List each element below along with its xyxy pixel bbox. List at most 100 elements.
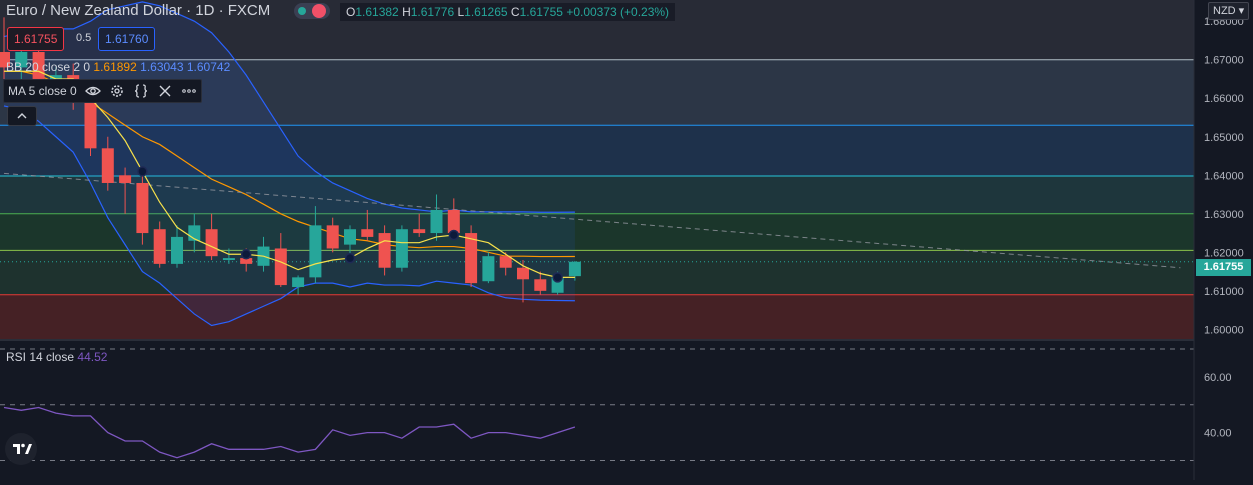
signal-marker bbox=[240, 249, 252, 260]
bb-lower-value: 1.60742 bbox=[186, 60, 231, 74]
trendline-line bbox=[3, 172, 1181, 269]
bb-upper-value: 1.63043 bbox=[140, 60, 184, 74]
bb-basis-value: 1.61892 bbox=[93, 60, 137, 74]
candle-body bbox=[274, 248, 287, 286]
trendline bbox=[0, 172, 1194, 269]
candle-body bbox=[430, 209, 443, 234]
fib-zone bbox=[0, 176, 1194, 214]
collapse-legend-button[interactable] bbox=[7, 106, 37, 126]
candle-body bbox=[568, 261, 581, 277]
currency-selector[interactable]: NZD ▾ bbox=[1208, 2, 1250, 20]
high-value: 1.61776 bbox=[410, 5, 455, 19]
candle-body bbox=[49, 75, 62, 79]
rsi-tick-label: 60.00 bbox=[1204, 372, 1232, 384]
tradingview-logo-icon bbox=[13, 443, 32, 454]
open-label: O bbox=[346, 5, 356, 19]
price-tick-label: 1.66000 bbox=[1204, 93, 1244, 105]
fibonacci-retracement bbox=[0, 0, 1194, 339]
currency-label: NZD bbox=[1213, 5, 1236, 17]
candle-body bbox=[413, 229, 426, 234]
sell-button[interactable]: 1.61755 bbox=[7, 27, 65, 51]
eye-icon[interactable] bbox=[84, 83, 101, 99]
candle-body bbox=[119, 175, 132, 183]
candle-body bbox=[205, 229, 218, 257]
candle-body bbox=[361, 229, 374, 237]
open-value: 1.61382 bbox=[355, 5, 399, 19]
fib-zone bbox=[0, 125, 1194, 177]
rsi-label: RSI 14 close bbox=[6, 350, 75, 364]
moving-average bbox=[4, 70, 575, 278]
high-label: H bbox=[402, 5, 411, 19]
signal-marker bbox=[448, 229, 460, 241]
gear-icon[interactable] bbox=[109, 83, 125, 99]
candle-body bbox=[0, 52, 10, 68]
bb-legend[interactable]: BB 20 close 2 0 1.61892 1.63043 1.60742 bbox=[6, 60, 230, 74]
candle-body bbox=[517, 267, 529, 280]
rsi-pane bbox=[0, 339, 1253, 480]
low-label: L bbox=[457, 5, 465, 19]
rsi-value: 44.52 bbox=[77, 350, 108, 364]
spread-value: 0.5 bbox=[76, 32, 92, 44]
candle-body bbox=[395, 229, 408, 268]
candle-body bbox=[499, 256, 512, 268]
candle-body bbox=[465, 233, 478, 284]
candle-body bbox=[84, 90, 97, 149]
price-tick-label: 1.63000 bbox=[1204, 209, 1244, 221]
price-tick-label: 1.65000 bbox=[1204, 132, 1244, 144]
candle-body bbox=[153, 229, 166, 264]
change-value: +0.00373 (+0.23%) bbox=[566, 5, 670, 19]
signal-marker bbox=[137, 166, 148, 177]
bb-lower-line bbox=[3, 105, 575, 327]
ma-line bbox=[4, 70, 575, 278]
close-label: C bbox=[510, 5, 520, 19]
market-status-toggle[interactable] bbox=[294, 3, 330, 19]
symbol-title[interactable]: Euro / New Zealand Dollar · 1D · FXCM bbox=[6, 2, 271, 19]
candle-body bbox=[378, 233, 391, 268]
status-dot-icon bbox=[298, 7, 306, 15]
candle-body bbox=[15, 52, 28, 68]
price-tick-label: 1.60000 bbox=[1204, 324, 1244, 336]
close-icon[interactable] bbox=[157, 83, 173, 99]
candle-body bbox=[292, 277, 305, 287]
chevron-up-icon bbox=[17, 113, 27, 119]
candle-body bbox=[101, 148, 114, 183]
chevron-down-icon: ▾ bbox=[1238, 5, 1245, 17]
candles bbox=[0, 17, 581, 303]
signal-markers bbox=[137, 166, 563, 283]
candle-body bbox=[240, 258, 253, 264]
buy-button[interactable]: 1.61760 bbox=[98, 27, 156, 51]
rsi-legend[interactable]: RSI 14 close 44.52 bbox=[6, 350, 107, 364]
price-axis-background bbox=[1194, 0, 1253, 480]
candle-body bbox=[309, 225, 322, 278]
price-tick-label: 1.62000 bbox=[1204, 247, 1244, 259]
candle-body bbox=[171, 236, 183, 264]
source-code-icon[interactable] bbox=[133, 83, 149, 99]
fib-zone bbox=[0, 294, 1194, 339]
close-value: 1.61755 bbox=[519, 5, 563, 19]
price-tick-label: 1.67000 bbox=[1204, 55, 1244, 67]
ma-legend[interactable]: MA 5 close 0 bbox=[3, 79, 202, 103]
candle-body bbox=[326, 225, 339, 249]
candle-body bbox=[344, 229, 356, 245]
candle-body bbox=[482, 256, 495, 282]
last-price-tag: 1.61755 bbox=[1196, 259, 1251, 276]
price-tick-label: 1.64000 bbox=[1204, 170, 1244, 182]
bb-label: BB 20 close 2 0 bbox=[6, 60, 91, 74]
rsi-line bbox=[3, 406, 576, 459]
more-icon[interactable] bbox=[181, 83, 197, 99]
status-indicator-icon bbox=[312, 4, 326, 18]
ma-label: MA 5 close 0 bbox=[8, 84, 77, 98]
low-value: 1.61265 bbox=[464, 5, 508, 19]
fib-zone bbox=[0, 250, 1194, 295]
price-axis[interactable]: 1.680001.670001.660001.650001.640001.630… bbox=[1193, 0, 1253, 480]
tradingview-logo[interactable] bbox=[5, 433, 37, 465]
price-tick-label: 1.61000 bbox=[1204, 286, 1244, 298]
rsi-tick-label: 40.00 bbox=[1204, 428, 1232, 440]
signal-marker bbox=[344, 252, 356, 264]
candle-body bbox=[534, 279, 547, 291]
rsi-background bbox=[0, 340, 1194, 480]
candle-body bbox=[136, 182, 149, 234]
ohlc-legend: O1.61382 H1.61776 L1.61265 C1.61755 +0.0… bbox=[340, 3, 676, 21]
candle-body bbox=[222, 258, 235, 261]
candle-body bbox=[447, 209, 460, 234]
